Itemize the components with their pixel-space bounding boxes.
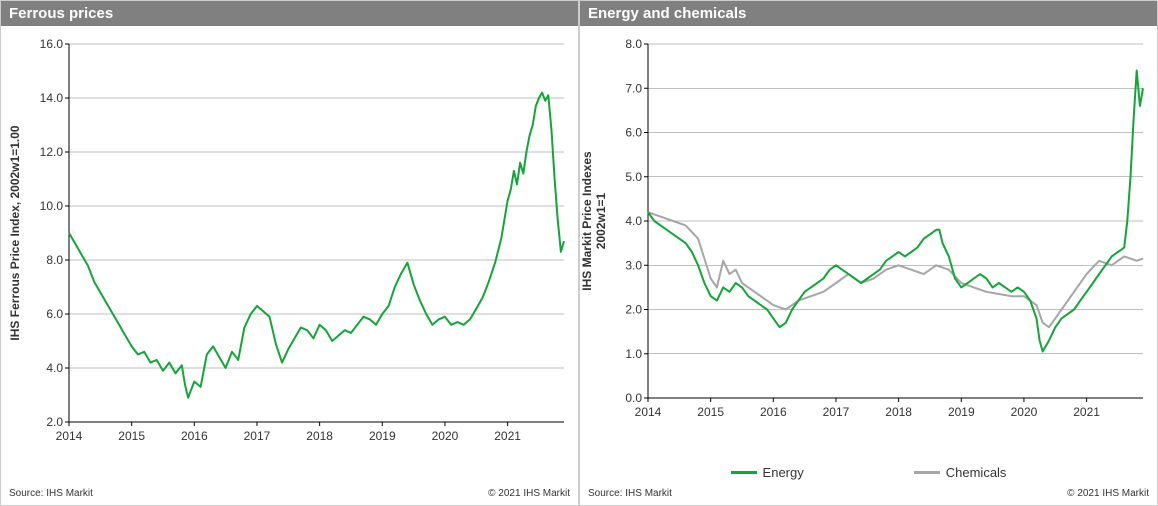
svg-text:2019: 2019 [948,405,975,419]
ferrous-plot-area: 2.0 4.0 6.0 8.0 10.0 12.0 14.0 16.0 2014 2015 2016… [1,26,578,484]
ferrous-panel: Ferrous prices 2.0 4.0 6.0 8.0 10.0 12.0 14.0 1… [0,0,579,506]
dual-chart-container: Ferrous prices 2.0 4.0 6.0 8.0 10.0 12.0 14.0 1… [0,0,1158,506]
energy-footer: Source: IHS Markit © 2021 IHS Markit [580,484,1157,505]
svg-text:2018: 2018 [306,429,333,443]
svg-text:12.0: 12.0 [40,145,64,159]
svg-text:IHS Markit Price Indexes2002w1: IHS Markit Price Indexes2002w1=1 [580,151,608,291]
energy-chart-svg: 0.0 1.0 2.0 3.0 4.0 5.0 6.0 7.0 8.0 2014 2015 2016 2… [580,26,1157,434]
svg-text:6.0: 6.0 [625,126,642,140]
svg-text:8.0: 8.0 [46,253,63,267]
svg-text:2014: 2014 [56,429,83,443]
legend-swatch-chemicals [914,471,940,474]
legend-swatch-energy [731,471,757,474]
legend-item-chemicals: Chemicals [914,465,1007,480]
legend-item-energy: Energy [731,465,804,480]
ferrous-chart-svg: 2.0 4.0 6.0 8.0 10.0 12.0 14.0 16.0 2014 2015 2016… [1,26,578,458]
svg-text:2017: 2017 [244,429,271,443]
svg-text:0.0: 0.0 [625,391,642,405]
legend-label-chemicals: Chemicals [946,465,1007,480]
ferrous-title: Ferrous prices [1,1,578,26]
svg-text:2020: 2020 [1011,405,1038,419]
energy-title: Energy and chemicals [580,1,1157,26]
energy-legend: Energy Chemicals [580,463,1157,484]
svg-text:10.0: 10.0 [40,199,64,213]
svg-text:2016: 2016 [760,405,787,419]
svg-text:4.0: 4.0 [46,361,63,375]
svg-text:IHS Ferrous Price Index, 2002w: IHS Ferrous Price Index, 2002w1=1.00 [8,125,22,340]
svg-text:2018: 2018 [885,405,912,419]
energy-source-label: Source: IHS Markit [588,488,672,499]
ferrous-copyright-label: © 2021 IHS Markit [488,488,570,499]
svg-text:2.0: 2.0 [625,303,642,317]
svg-text:14.0: 14.0 [40,91,64,105]
svg-text:1.0: 1.0 [625,347,642,361]
ferrous-source-label: Source: IHS Markit [9,488,93,499]
svg-text:2021: 2021 [1073,405,1100,419]
energy-copyright-label: © 2021 IHS Markit [1067,488,1149,499]
svg-text:7.0: 7.0 [625,81,642,95]
svg-text:2016: 2016 [181,429,208,443]
svg-text:4.0: 4.0 [625,214,642,228]
svg-text:3.0: 3.0 [625,258,642,272]
svg-text:2019: 2019 [369,429,396,443]
svg-text:16.0: 16.0 [40,37,64,51]
svg-text:2020: 2020 [432,429,459,443]
energy-plot-area: 0.0 1.0 2.0 3.0 4.0 5.0 6.0 7.0 8.0 2014 2015 2016 2… [580,26,1157,463]
energy-panel: Energy and chemicals 0.0 1.0 2.0 3.0 4.0 5.0 6… [579,0,1158,506]
svg-text:2015: 2015 [118,429,145,443]
svg-text:2014: 2014 [635,405,662,419]
svg-text:5.0: 5.0 [625,170,642,184]
svg-text:2.0: 2.0 [46,415,63,429]
ferrous-footer: Source: IHS Markit © 2021 IHS Markit [1,484,578,505]
svg-text:2021: 2021 [494,429,521,443]
svg-text:2015: 2015 [697,405,724,419]
svg-text:8.0: 8.0 [625,37,642,51]
legend-label-energy: Energy [763,465,804,480]
svg-text:6.0: 6.0 [46,307,63,321]
svg-text:2017: 2017 [823,405,850,419]
